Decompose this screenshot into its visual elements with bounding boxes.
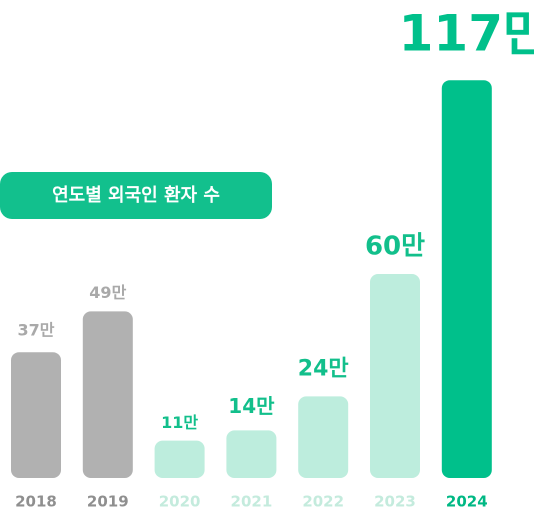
value-label: 49만 [89, 283, 126, 302]
value-label: 11만 [161, 413, 198, 432]
chart-title: 연도별 외국인 환자 수 [52, 184, 220, 206]
x-tick-label: 2024 [446, 493, 488, 511]
x-tick-label: 2018 [15, 493, 57, 511]
bar [441, 80, 492, 478]
value-label: 117만 [399, 5, 534, 63]
bar [370, 274, 420, 478]
bar [11, 352, 61, 478]
x-tick-label: 2023 [374, 493, 416, 511]
bar [298, 396, 349, 478]
value-label: 60만 [365, 232, 425, 262]
value-label: 14만 [228, 394, 275, 418]
bar [82, 311, 133, 478]
title-badge [0, 172, 272, 219]
bar [154, 440, 205, 478]
value-label: 37만 [18, 321, 55, 340]
value-label: 24만 [298, 356, 349, 381]
bar [226, 430, 277, 478]
x-tick-label: 2019 [87, 493, 129, 511]
x-tick-label: 2020 [159, 493, 201, 511]
x-tick-label: 2021 [231, 493, 273, 511]
x-tick-label: 2022 [302, 493, 344, 511]
